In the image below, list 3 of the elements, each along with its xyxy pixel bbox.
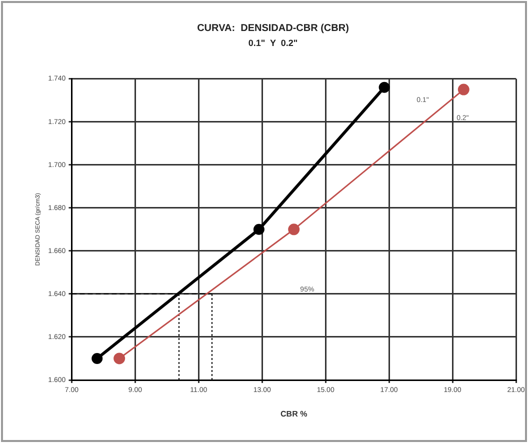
chart-subtitle: 0.1" Y 0.2" — [248, 38, 298, 48]
x-axis-title: CBR % — [280, 409, 308, 418]
chart-title: CURVA: DENSIDAD-CBR (CBR) — [197, 22, 349, 34]
